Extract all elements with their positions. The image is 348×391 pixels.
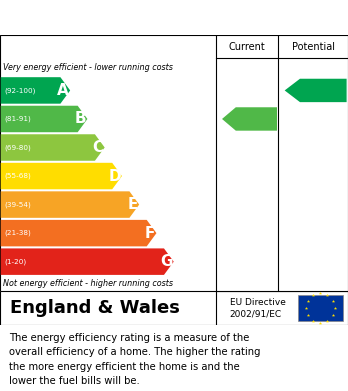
Polygon shape — [285, 79, 347, 102]
Text: E: E — [128, 197, 138, 212]
Polygon shape — [1, 106, 87, 132]
Text: lower the fuel bills will be.: lower the fuel bills will be. — [9, 377, 140, 386]
Text: (81-91): (81-91) — [4, 116, 31, 122]
Text: G: G — [160, 254, 173, 269]
Text: F: F — [145, 226, 156, 240]
Polygon shape — [1, 77, 70, 104]
Text: the more energy efficient the home is and the: the more energy efficient the home is an… — [9, 362, 239, 372]
Polygon shape — [1, 220, 157, 246]
Bar — [298, 295, 343, 321]
Text: D: D — [108, 169, 121, 183]
Text: Not energy efficient - higher running costs: Not energy efficient - higher running co… — [3, 279, 174, 288]
Polygon shape — [222, 107, 277, 131]
Polygon shape — [1, 248, 174, 275]
Text: Very energy efficient - lower running costs: Very energy efficient - lower running co… — [3, 63, 173, 72]
Text: C: C — [93, 140, 104, 155]
Text: England & Wales: England & Wales — [10, 299, 180, 317]
Text: 2002/91/EC: 2002/91/EC — [230, 309, 282, 318]
Text: (21-38): (21-38) — [4, 230, 31, 237]
Text: B: B — [75, 111, 86, 126]
Text: Energy Efficiency Rating: Energy Efficiency Rating — [10, 9, 239, 27]
Polygon shape — [1, 163, 122, 189]
Text: Potential: Potential — [292, 42, 335, 52]
Text: (92-100): (92-100) — [4, 87, 35, 94]
Text: 85: 85 — [245, 112, 264, 126]
Text: (1-20): (1-20) — [4, 258, 26, 265]
Text: overall efficiency of a home. The higher the rating: overall efficiency of a home. The higher… — [9, 347, 260, 357]
Text: Current: Current — [229, 42, 266, 52]
Text: 95: 95 — [311, 83, 330, 97]
Text: (39-54): (39-54) — [4, 201, 31, 208]
Text: A: A — [57, 83, 69, 98]
Text: (55-68): (55-68) — [4, 173, 31, 179]
Text: (69-80): (69-80) — [4, 144, 31, 151]
Polygon shape — [1, 134, 105, 161]
Polygon shape — [1, 191, 139, 218]
Text: The energy efficiency rating is a measure of the: The energy efficiency rating is a measur… — [9, 332, 249, 343]
Text: EU Directive: EU Directive — [230, 298, 286, 307]
